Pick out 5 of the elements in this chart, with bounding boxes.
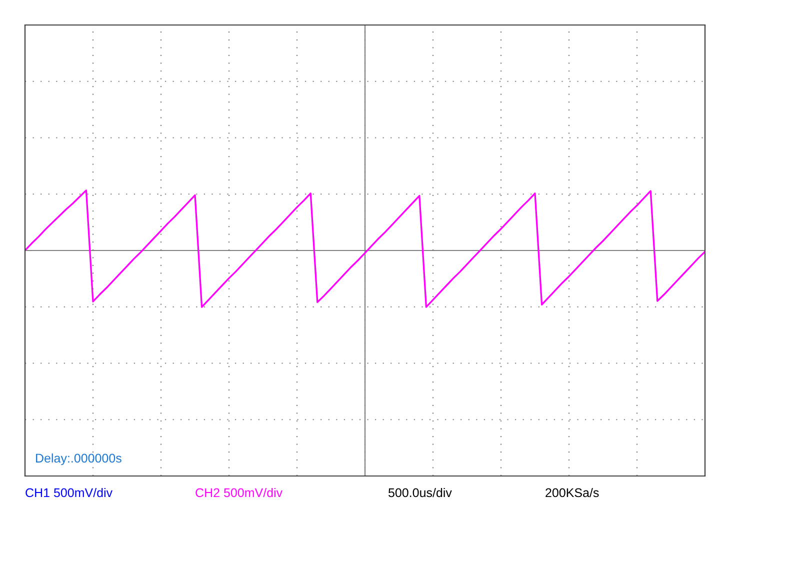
text: 200KSa/s xyxy=(546,488,599,498)
text: CH1 500mV/div xyxy=(26,488,112,498)
text: Delay:.000000s xyxy=(36,453,122,466)
text: 500.0us/div xyxy=(388,488,452,498)
text: CH2 500mV/div xyxy=(196,488,282,498)
